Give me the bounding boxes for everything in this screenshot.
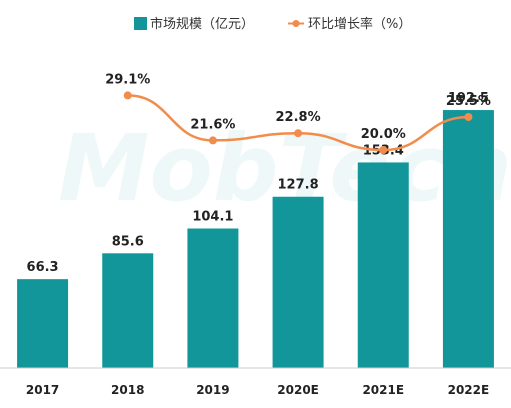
- bar-value-label-2022E: 192.5: [448, 91, 489, 106]
- legend-bar-label: 市场规模（亿元）: [150, 16, 254, 32]
- bar-value-label-2018: 85.6: [112, 234, 144, 249]
- legend-bar-swatch: [134, 17, 147, 30]
- bar-2018: [102, 253, 154, 368]
- growth-point-2020E: [294, 129, 303, 138]
- growth-point-2019: [208, 136, 217, 145]
- x-tick-2019: 2019: [196, 383, 229, 397]
- x-tick-2021E: 2021E: [362, 383, 404, 397]
- legend-line-label: 环比增长率（%）: [308, 16, 411, 32]
- bar-2017: [17, 279, 69, 368]
- legend: 市场规模（亿元） 环比增长率（%）: [134, 16, 411, 32]
- bar-value-label-2017: 66.3: [27, 260, 59, 275]
- growth-label-2022E: 25.5%: [446, 94, 491, 109]
- growth-label-2019: 21.6%: [190, 117, 235, 132]
- bar-2021E: [357, 162, 409, 368]
- growth-point-2022E: [464, 113, 473, 121]
- bar-value-label-2019: 104.1: [192, 210, 233, 225]
- x-tick-2022E: 2022E: [448, 383, 490, 397]
- x-tick-2020E: 2020E: [277, 383, 319, 397]
- growth-label-2020E: 22.8%: [276, 110, 321, 125]
- x-tick-labels: 2017 2018 2019 2020E 2021E 2022E: [26, 383, 489, 397]
- legend-line-marker: [292, 20, 300, 27]
- bar-2020E: [272, 196, 324, 368]
- bar-value-label-2020E: 127.8: [278, 178, 319, 193]
- growth-label-2021E: 20.0%: [361, 127, 406, 142]
- x-tick-2017: 2017: [26, 383, 59, 397]
- growth-point-2018: [123, 91, 132, 100]
- bars: [17, 110, 494, 369]
- growth-labels: 29.1% 21.6% 22.8% 20.0% 25.5%: [105, 72, 491, 142]
- growth-line: [123, 91, 473, 154]
- growth-point-2021E: [379, 146, 388, 154]
- bar-2022E: [442, 110, 494, 369]
- growth-label-2018: 29.1%: [105, 72, 150, 87]
- bar-2019: [187, 228, 239, 368]
- x-tick-2018: 2018: [111, 383, 144, 397]
